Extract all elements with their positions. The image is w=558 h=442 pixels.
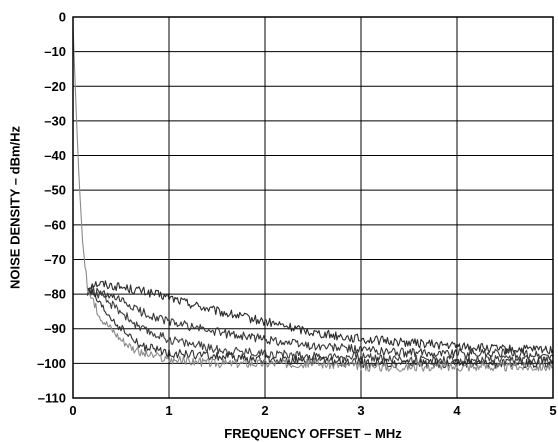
x-tick-label: 4 [453, 403, 461, 418]
y-tick-label: 0 [59, 10, 66, 25]
y-axis-title: NOISE DENSITY – dBm/Hz [7, 125, 22, 289]
y-tick-label: –90 [44, 321, 66, 336]
y-tick-label: –10 [44, 44, 66, 59]
x-tick-label: 1 [165, 403, 172, 418]
y-tick-label: –60 [44, 217, 66, 232]
series-line-2 [86, 288, 554, 365]
y-tick-label: –20 [44, 79, 66, 94]
series-line-0 [87, 280, 554, 355]
x-tick-label: 0 [69, 403, 76, 418]
series-line-4 [72, 23, 554, 372]
y-tick-label: –30 [44, 113, 66, 128]
grid-lines [72, 16, 554, 399]
y-tick-label: –110 [38, 391, 66, 406]
x-tick-label: 2 [261, 403, 268, 418]
y-tick-label: –70 [44, 252, 66, 267]
x-axis-title: FREQUENCY OFFSET – MHz [224, 426, 402, 441]
series-line-1 [86, 285, 554, 360]
y-tick-label: –80 [44, 287, 66, 302]
x-tick-label: 3 [357, 403, 364, 418]
y-tick-label: –50 [44, 183, 66, 198]
series-line-3 [87, 287, 554, 369]
y-tick-label: –100 [37, 356, 66, 371]
series-lines [72, 23, 554, 372]
y-tick-label: –40 [44, 148, 66, 163]
plot-frame [72, 16, 554, 399]
x-tick-label: 5 [549, 403, 556, 418]
